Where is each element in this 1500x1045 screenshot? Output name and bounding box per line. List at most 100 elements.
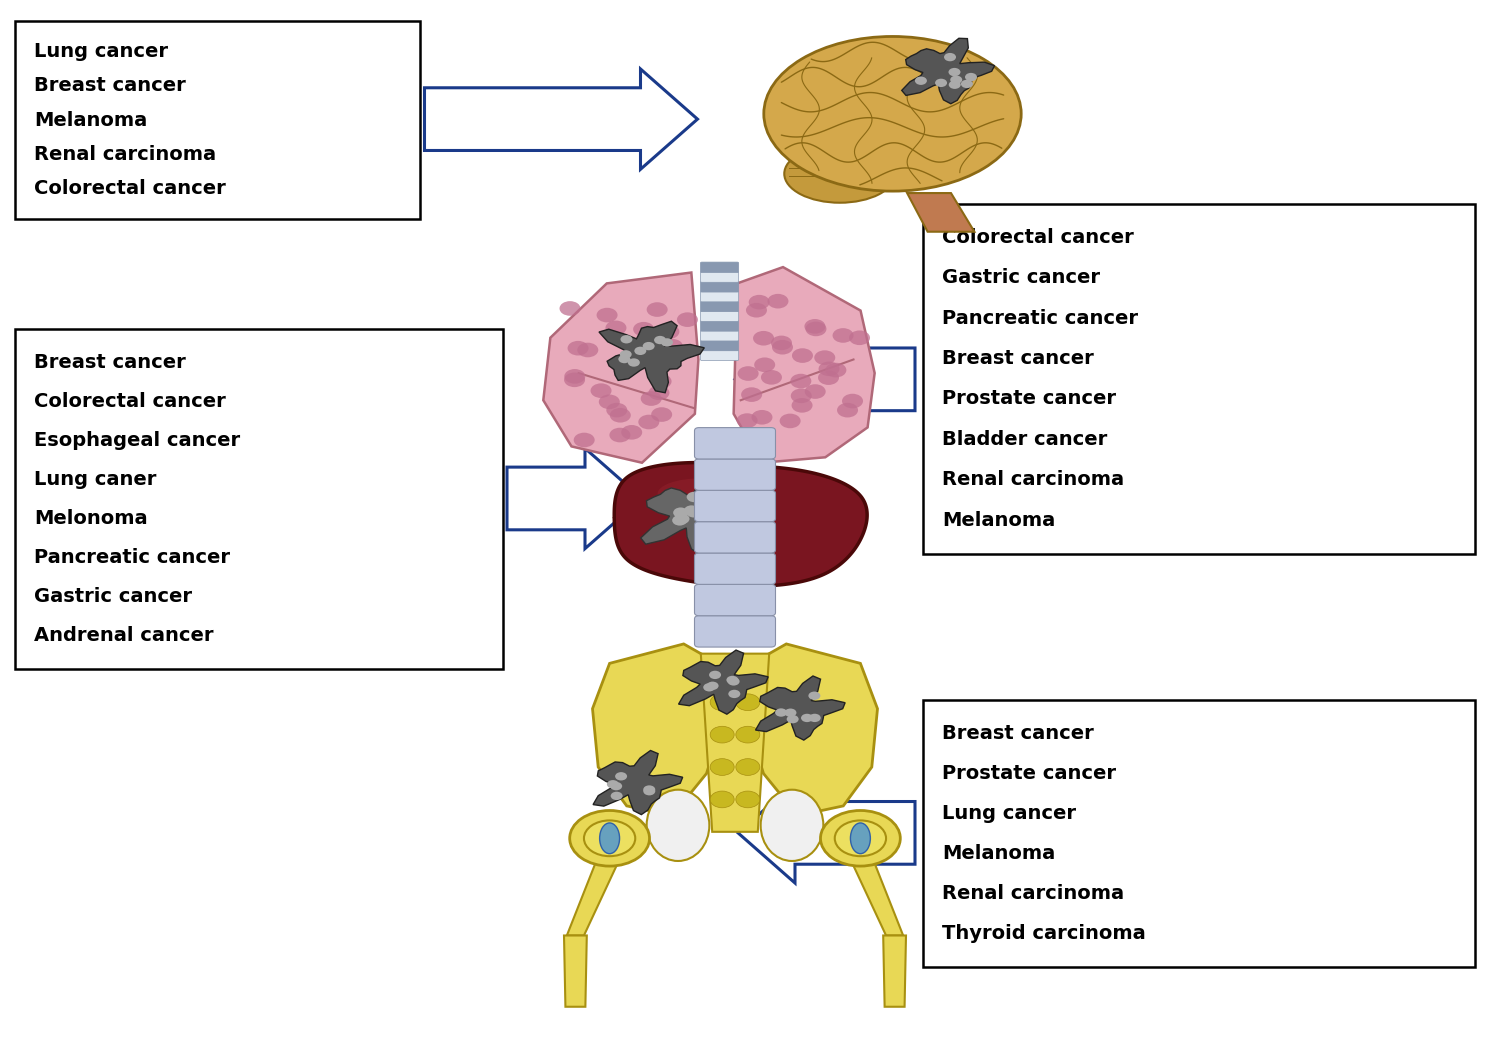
Circle shape xyxy=(825,363,846,377)
Circle shape xyxy=(621,335,633,344)
Circle shape xyxy=(915,76,927,85)
Circle shape xyxy=(710,694,734,711)
Circle shape xyxy=(760,370,782,385)
Circle shape xyxy=(772,340,794,354)
Circle shape xyxy=(684,506,699,516)
Text: Pancreatic cancer: Pancreatic cancer xyxy=(34,548,231,567)
Circle shape xyxy=(610,782,622,790)
Circle shape xyxy=(564,369,585,384)
Circle shape xyxy=(806,322,826,336)
Polygon shape xyxy=(738,783,915,883)
Circle shape xyxy=(610,792,622,800)
FancyBboxPatch shape xyxy=(700,282,738,292)
Circle shape xyxy=(752,410,772,424)
Text: Colorectal cancer: Colorectal cancer xyxy=(34,392,226,411)
Circle shape xyxy=(948,68,960,76)
Text: Lung cancer: Lung cancer xyxy=(34,42,168,61)
Text: Melanoma: Melanoma xyxy=(942,511,1056,530)
Polygon shape xyxy=(734,268,874,463)
Circle shape xyxy=(801,714,813,722)
Circle shape xyxy=(736,791,760,808)
FancyBboxPatch shape xyxy=(694,584,776,616)
Circle shape xyxy=(736,694,760,711)
Circle shape xyxy=(674,508,688,518)
FancyBboxPatch shape xyxy=(700,292,738,302)
Polygon shape xyxy=(741,644,878,815)
Circle shape xyxy=(706,681,718,690)
Circle shape xyxy=(776,709,788,717)
Circle shape xyxy=(780,414,801,428)
Circle shape xyxy=(658,324,680,339)
Circle shape xyxy=(675,513,690,524)
FancyBboxPatch shape xyxy=(700,301,738,311)
Circle shape xyxy=(736,759,760,775)
Circle shape xyxy=(573,433,594,447)
Circle shape xyxy=(662,339,682,353)
Circle shape xyxy=(597,308,618,323)
Text: Melanoma: Melanoma xyxy=(942,843,1056,863)
Circle shape xyxy=(644,786,656,794)
Circle shape xyxy=(650,327,670,342)
Circle shape xyxy=(570,811,650,866)
Circle shape xyxy=(687,507,702,517)
Circle shape xyxy=(804,319,825,333)
Polygon shape xyxy=(735,329,915,429)
Circle shape xyxy=(821,811,900,866)
Text: Colorectal cancer: Colorectal cancer xyxy=(34,180,226,199)
Circle shape xyxy=(693,507,708,517)
Circle shape xyxy=(753,331,774,346)
Circle shape xyxy=(754,357,776,372)
FancyBboxPatch shape xyxy=(700,350,738,361)
FancyBboxPatch shape xyxy=(15,21,420,219)
Circle shape xyxy=(792,348,813,363)
Circle shape xyxy=(621,425,642,440)
Circle shape xyxy=(944,53,956,62)
FancyBboxPatch shape xyxy=(15,329,502,669)
Circle shape xyxy=(790,389,812,403)
Circle shape xyxy=(672,515,687,526)
Polygon shape xyxy=(592,750,682,815)
Circle shape xyxy=(804,385,825,399)
Circle shape xyxy=(654,335,666,344)
Circle shape xyxy=(746,303,766,318)
Circle shape xyxy=(662,339,674,347)
Ellipse shape xyxy=(784,145,895,203)
Polygon shape xyxy=(902,39,995,103)
Circle shape xyxy=(833,328,854,343)
Circle shape xyxy=(842,394,862,409)
FancyBboxPatch shape xyxy=(700,272,738,282)
Circle shape xyxy=(736,726,760,743)
FancyBboxPatch shape xyxy=(700,330,738,341)
Circle shape xyxy=(687,492,702,503)
Ellipse shape xyxy=(764,37,1022,191)
Circle shape xyxy=(808,692,820,700)
Circle shape xyxy=(610,408,632,422)
Text: Bladder cancer: Bladder cancer xyxy=(942,429,1107,449)
Text: Thyroid carcinoma: Thyroid carcinoma xyxy=(942,924,1146,943)
Circle shape xyxy=(633,322,654,336)
Circle shape xyxy=(618,355,630,364)
Text: Colorectal cancer: Colorectal cancer xyxy=(942,228,1134,247)
Circle shape xyxy=(567,341,588,355)
Text: Melonoma: Melonoma xyxy=(34,509,148,528)
Polygon shape xyxy=(849,856,903,935)
Polygon shape xyxy=(567,856,621,935)
FancyBboxPatch shape xyxy=(694,553,776,584)
Circle shape xyxy=(710,759,734,775)
Ellipse shape xyxy=(600,822,619,854)
Polygon shape xyxy=(424,69,698,169)
Circle shape xyxy=(634,347,646,355)
Circle shape xyxy=(606,321,627,335)
FancyBboxPatch shape xyxy=(694,616,776,647)
Text: Breast cancer: Breast cancer xyxy=(942,724,1094,743)
Ellipse shape xyxy=(646,790,710,861)
Circle shape xyxy=(578,343,598,357)
Circle shape xyxy=(646,302,668,317)
Circle shape xyxy=(676,312,698,327)
Circle shape xyxy=(808,714,820,722)
Text: Renal carcinoma: Renal carcinoma xyxy=(942,470,1124,489)
Circle shape xyxy=(710,726,734,743)
FancyBboxPatch shape xyxy=(694,427,776,459)
FancyBboxPatch shape xyxy=(694,459,776,490)
Text: Breast cancer: Breast cancer xyxy=(942,349,1094,368)
